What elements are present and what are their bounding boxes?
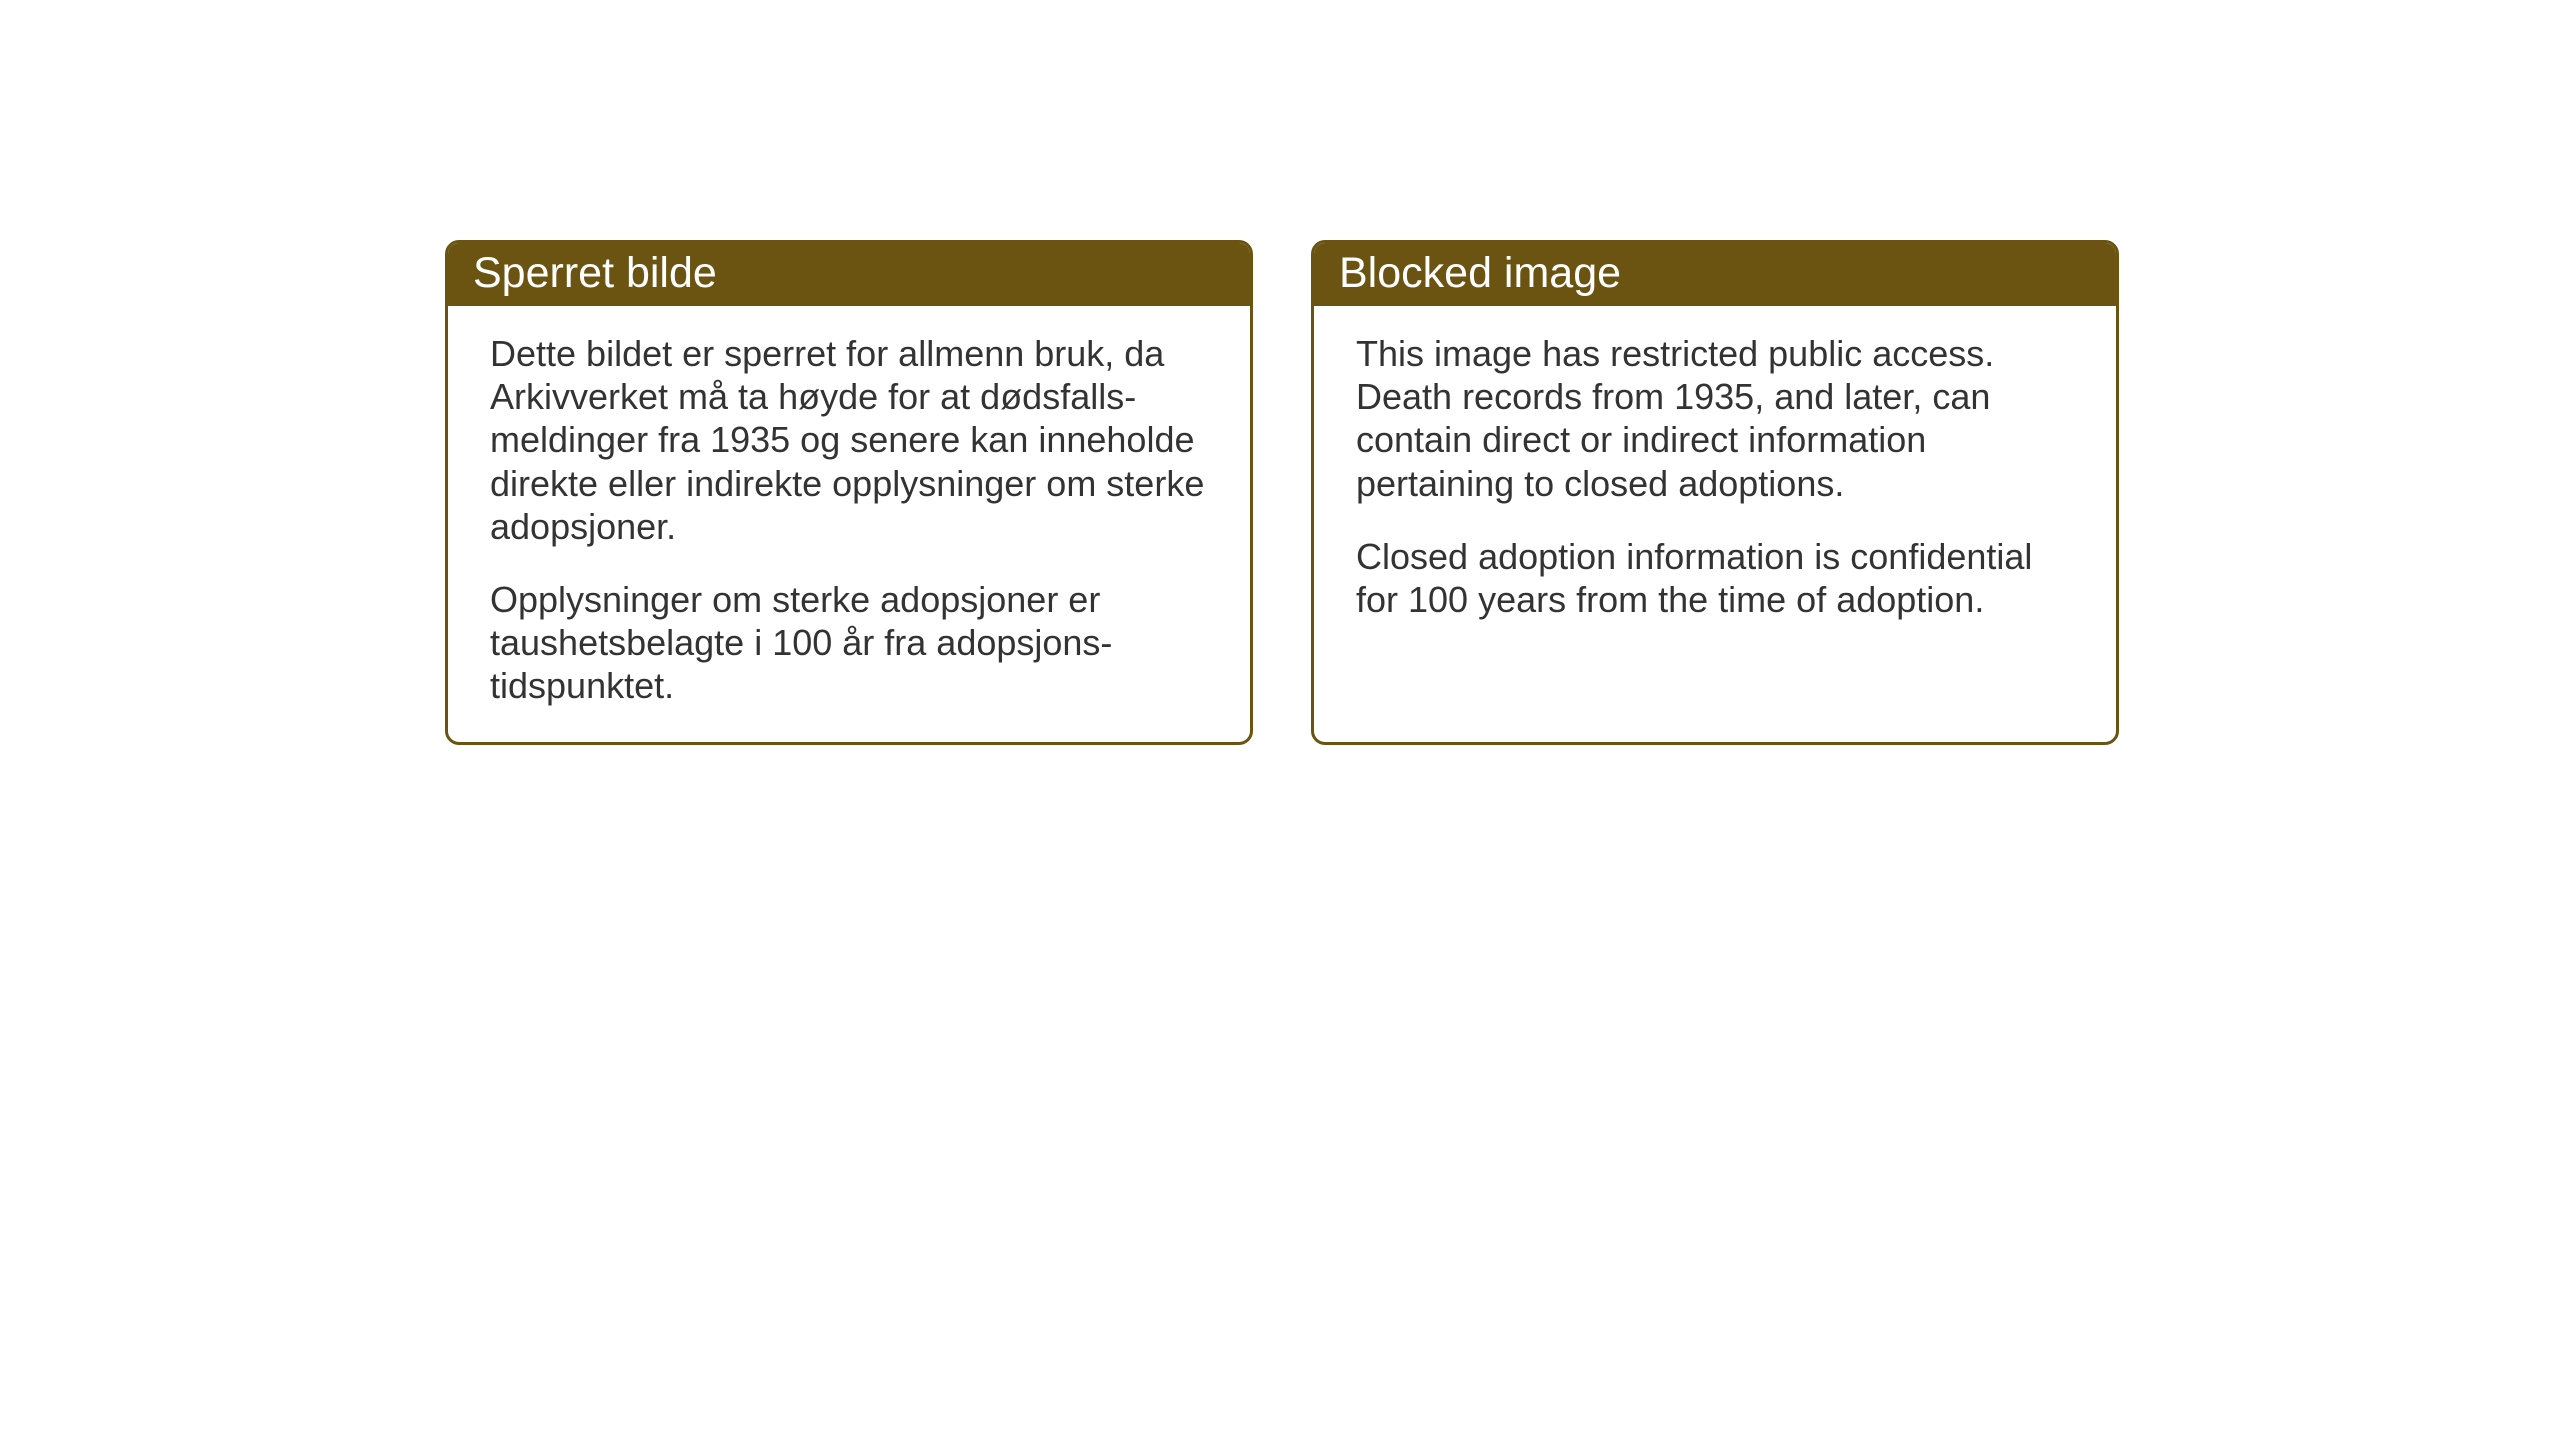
card-header: Blocked image [1314, 243, 2116, 306]
paragraph-text: This image has restricted public access.… [1356, 332, 2074, 505]
notice-cards-container: Sperret bilde Dette bildet er sperret fo… [445, 240, 2560, 745]
paragraph-text: Closed adoption information is confident… [1356, 535, 2074, 621]
card-body: Dette bildet er sperret for allmenn bruk… [448, 306, 1250, 742]
notice-card-english: Blocked image This image has restricted … [1311, 240, 2119, 745]
paragraph-text: Dette bildet er sperret for allmenn bruk… [490, 332, 1208, 548]
paragraph-text: Opplysninger om sterke adopsjoner er tau… [490, 578, 1208, 708]
card-body: This image has restricted public access.… [1314, 306, 2116, 699]
card-header: Sperret bilde [448, 243, 1250, 306]
notice-card-norwegian: Sperret bilde Dette bildet er sperret fo… [445, 240, 1253, 745]
